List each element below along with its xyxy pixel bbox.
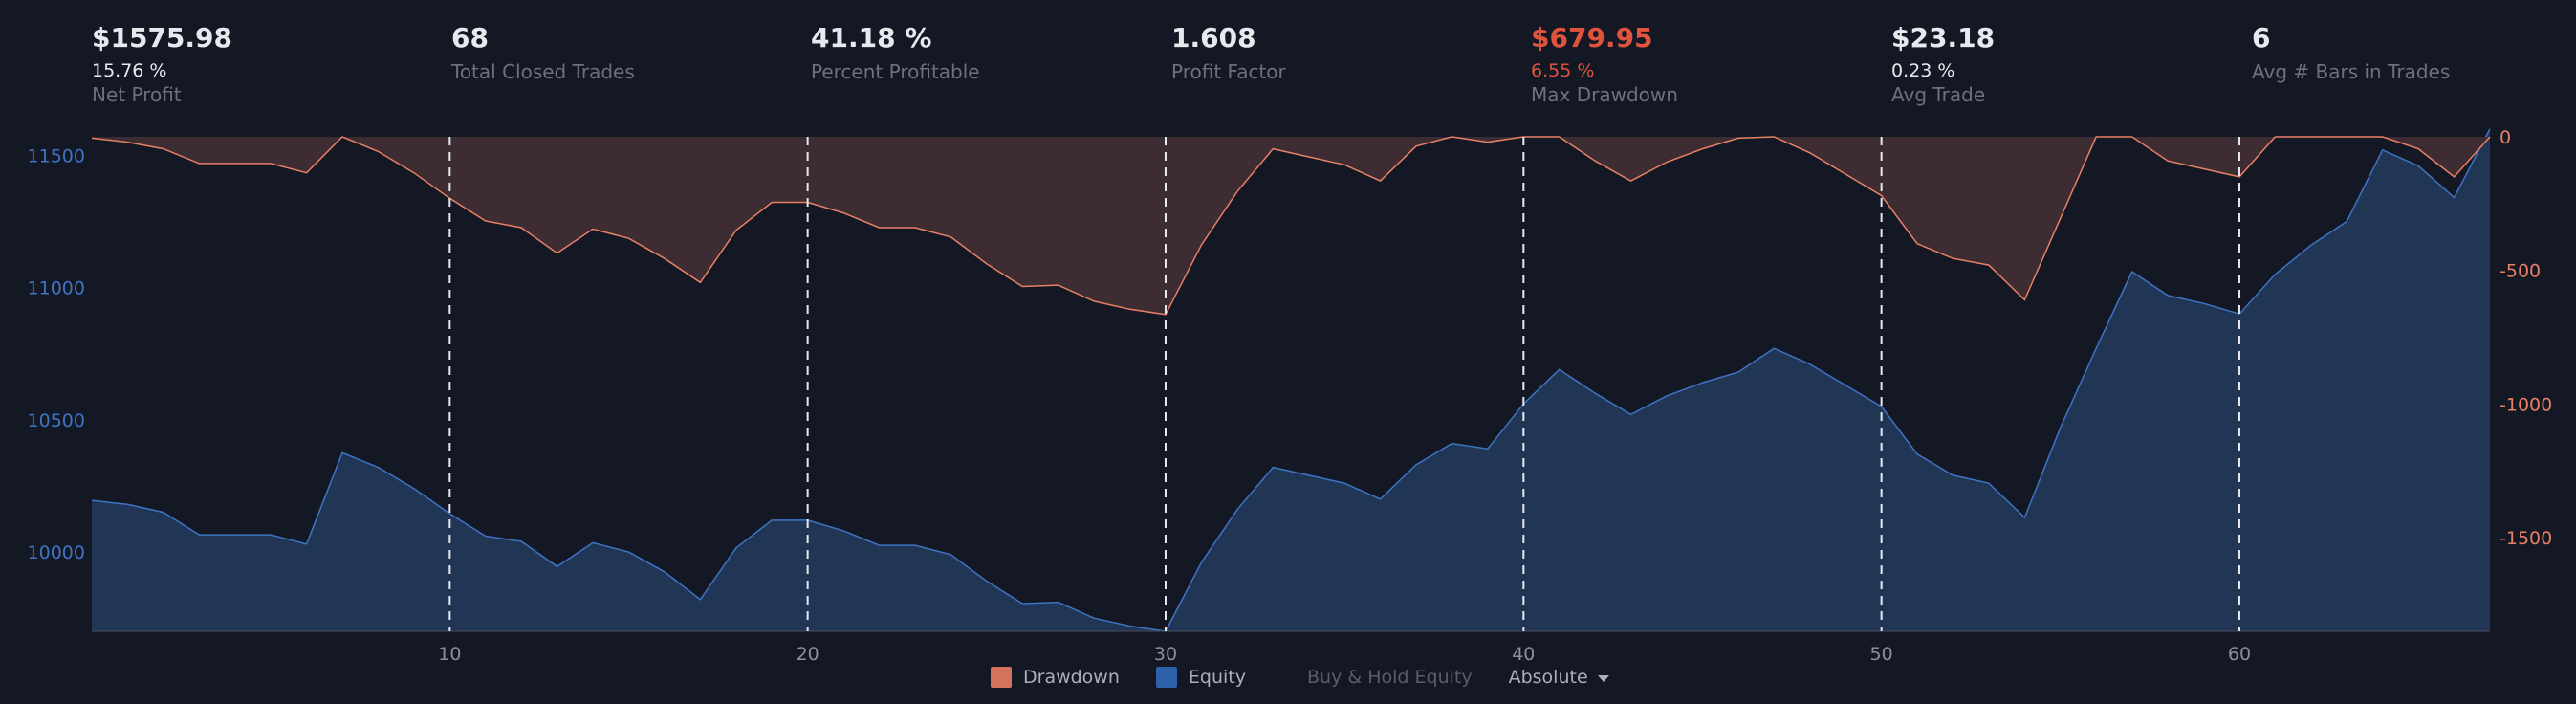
scale-mode-label: Absolute [1508, 667, 1588, 688]
legend-label: Drawdown [1023, 667, 1120, 688]
left-axis-tick-label: 11500 [28, 145, 85, 166]
stat-max-drawdown: $679.95 6.55 % Max Drawdown [1531, 21, 1678, 107]
x-tick-label: 10 [438, 644, 461, 665]
stat-label: Avg # Bars in Trades [2252, 60, 2451, 83]
right-axis-tick-label: -500 [2500, 261, 2541, 282]
stat-total-closed-trades: 68 Total Closed Trades [451, 21, 635, 84]
x-tick-label: 60 [2228, 644, 2251, 665]
stat-net-profit: $1575.98 15.76 % Net Profit [92, 21, 232, 107]
stat-value: $679.95 [1531, 22, 1653, 54]
right-axis-tick-label: -1500 [2500, 528, 2552, 549]
drawdown-line [91, 136, 2491, 316]
right-axis-tick-label: -1000 [2500, 394, 2552, 415]
stat-value: 1.608 [1171, 22, 1256, 54]
drawdown-swatch-icon [991, 667, 1012, 688]
stat-label: Avg Trade [1891, 83, 1986, 106]
stat-value: 68 [451, 22, 489, 54]
x-tick-label: 20 [797, 644, 819, 665]
stat-value: $23.18 [1891, 22, 1996, 54]
x-tick-label: 50 [1870, 644, 1893, 665]
equity-area [92, 128, 2490, 631]
stat-percent: 6.55 % [1531, 60, 1595, 81]
legend-buy-hold-toggle[interactable]: Buy & Hold Equity [1307, 667, 1473, 688]
stat-percent: 0.23 % [1891, 60, 1955, 81]
legend-equity-toggle[interactable]: Equity [1155, 667, 1246, 688]
legend-label: Buy & Hold Equity [1307, 667, 1473, 688]
stat-value: 41.18 % [811, 22, 932, 54]
left-axis-tick-label: 10000 [28, 542, 85, 563]
stat-avg-trade: $23.18 0.23 % Avg Trade [1891, 21, 1995, 107]
stat-label: Max Drawdown [1531, 83, 1678, 106]
equity-line [91, 128, 2491, 632]
drawdown-area [92, 137, 2490, 315]
left-axis-tick-label: 11000 [28, 278, 85, 299]
x-tick-label: 30 [1154, 644, 1177, 665]
stat-label: Total Closed Trades [451, 60, 635, 83]
stat-percent: 15.76 % [92, 60, 167, 81]
scale-mode-dropdown[interactable]: Absolute [1509, 667, 1609, 688]
x-tick-label: 40 [1512, 644, 1535, 665]
chevron-down-icon [1597, 674, 1609, 682]
legend-label: Equity [1188, 667, 1246, 688]
stat-avg-bars-in-trades: 6 Avg # Bars in Trades [2252, 21, 2450, 84]
stat-value: 6 [2252, 22, 2271, 54]
stats-bar: $1575.98 15.76 % Net Profit 68 Total Clo… [0, 0, 2576, 134]
stat-profit-factor: 1.608 Profit Factor [1171, 21, 1286, 84]
stat-label: Net Profit [92, 83, 182, 106]
left-axis-tick-label: 10500 [28, 410, 85, 431]
chart-legend: Drawdown Equity Buy & Hold Equity Absolu… [991, 665, 1609, 690]
equity-swatch-icon [1155, 667, 1177, 688]
stat-label: Profit Factor [1171, 60, 1286, 83]
stat-percent-profitable: 41.18 % Percent Profitable [811, 21, 980, 84]
stat-label: Percent Profitable [811, 60, 980, 83]
legend-drawdown-toggle[interactable]: Drawdown [991, 667, 1120, 688]
stat-value: $1575.98 [92, 22, 233, 54]
right-axis-tick-label: 0 [2500, 127, 2511, 148]
